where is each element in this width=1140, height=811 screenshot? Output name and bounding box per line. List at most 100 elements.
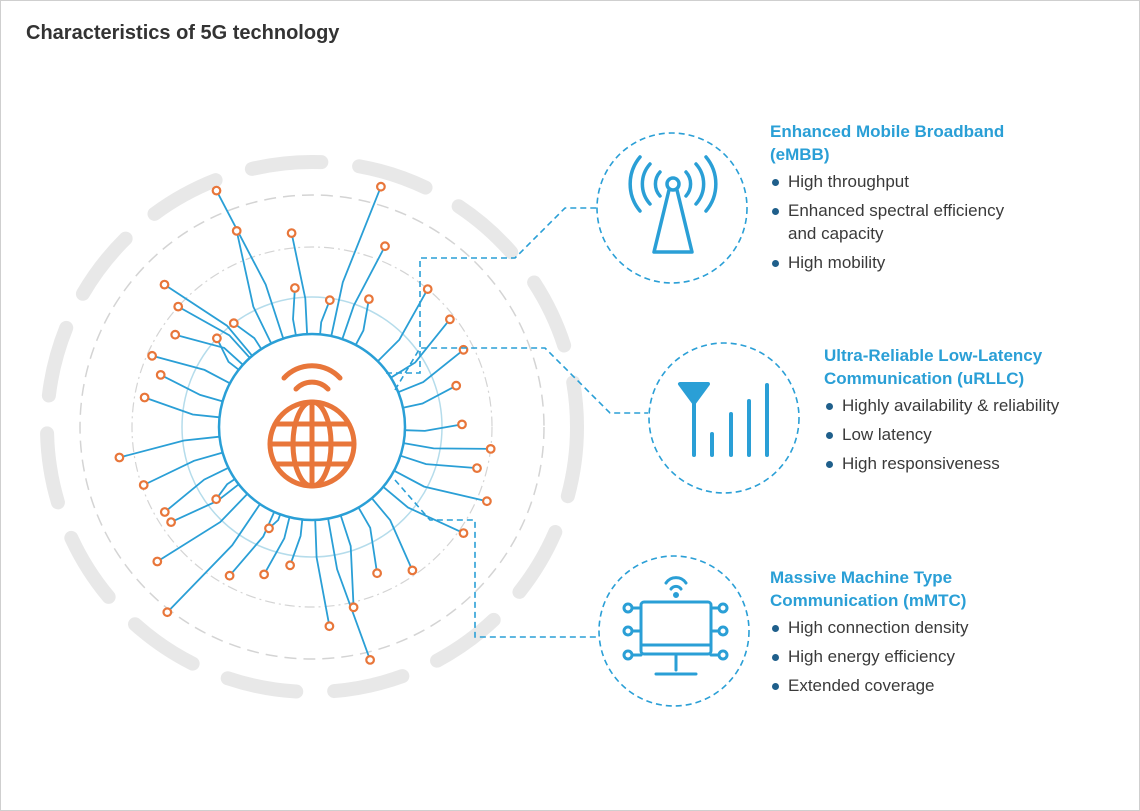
wifi-arc-inner <box>293 379 331 392</box>
mmtc-circle <box>598 555 750 707</box>
feature-item: High throughput <box>770 170 1010 193</box>
circuit-trace <box>314 519 331 627</box>
circuit-node <box>290 283 300 293</box>
feature-mmtc: Massive Machine Type Communication (mMTC… <box>770 566 1030 703</box>
circuit-trace <box>319 299 331 335</box>
circuit-trace <box>397 349 465 394</box>
circuit-trace <box>174 333 244 366</box>
feature-item: Highly availability & reliability <box>824 394 1124 417</box>
circuit-trace <box>341 245 386 340</box>
circuit-node <box>152 556 163 567</box>
circuit-node <box>348 602 359 613</box>
urllc-circle <box>648 342 800 494</box>
circuit-node <box>147 350 158 361</box>
circuit-trace <box>327 518 371 661</box>
circuit-trace <box>151 354 231 385</box>
feature-list: High throughput Enhanced spectral effici… <box>770 170 1010 274</box>
circuit-trace <box>289 519 304 566</box>
connector-embb <box>386 207 597 374</box>
connector-mmtc <box>394 479 597 638</box>
circuit-node <box>407 565 418 576</box>
feature-list: High connection density High energy effi… <box>770 616 1030 697</box>
feature-list: Highly availability & reliability Low la… <box>824 394 1124 475</box>
circuit-trace <box>215 190 285 339</box>
circuit-trace <box>156 493 249 563</box>
circuit-node <box>139 392 150 403</box>
circuit-node <box>159 507 170 517</box>
circuit-node <box>138 480 149 490</box>
circuit-node <box>364 294 374 305</box>
feature-item: High connection density <box>770 616 1030 639</box>
circuit-node <box>114 452 125 463</box>
circuit-trace <box>382 486 464 534</box>
circuit-trace <box>354 298 370 346</box>
circuit-node <box>166 517 177 527</box>
circuit-node <box>159 279 170 290</box>
circuit-node <box>422 284 433 295</box>
circuit-node <box>173 301 184 312</box>
circuit-trace <box>177 305 251 359</box>
circuit-node <box>231 225 242 236</box>
circuit-traces <box>119 186 491 661</box>
outer-ring <box>40 155 584 699</box>
connector-lines <box>386 207 648 638</box>
feature-item: Enhanced spectral efficiency and capacit… <box>770 199 1010 245</box>
circuit-node <box>155 370 166 380</box>
middle-ring <box>79 194 545 660</box>
circuit-node <box>458 344 469 355</box>
feature-title: Massive Machine Type Communication (mMTC… <box>770 568 967 610</box>
circuit-node <box>365 655 376 665</box>
circuit-trace <box>170 483 240 523</box>
circuit-trace <box>404 423 463 432</box>
feature-item: Low latency <box>824 423 1124 446</box>
circuit-trace <box>235 230 273 344</box>
circuit-trace <box>371 497 414 571</box>
feature-title: Enhanced Mobile Broadband (eMBB) <box>770 122 1005 164</box>
circuit-node <box>457 419 467 430</box>
circuit-trace <box>330 186 382 337</box>
circuit-trace <box>377 288 429 362</box>
circuit-node <box>211 333 222 344</box>
circuit-trace <box>143 451 223 486</box>
circuit-trace <box>164 466 229 513</box>
circuit-trace <box>164 283 253 357</box>
circuit-node <box>485 444 496 454</box>
circuit-trace <box>292 287 297 336</box>
circuit-node <box>376 181 386 192</box>
circuit-node <box>372 568 383 579</box>
circuit-trace <box>263 516 291 575</box>
embb-circle <box>596 132 748 284</box>
circuit-trace <box>403 442 491 450</box>
circuit-trace <box>339 515 355 608</box>
circuit-node <box>451 380 462 391</box>
circuit-trace <box>215 478 236 500</box>
circuit-node <box>259 569 270 580</box>
circuit-node <box>445 314 455 325</box>
circuit-trace <box>402 384 457 409</box>
circuit-node <box>458 528 469 538</box>
circuit-trace <box>166 503 261 613</box>
feature-embb: Enhanced Mobile Broadband (eMBB) High th… <box>770 120 1010 280</box>
circuit-trace <box>228 511 276 577</box>
circuit-node <box>224 570 235 581</box>
inner-dotted-ring <box>131 246 493 608</box>
wifi-arc-outer <box>281 363 343 381</box>
feature-item: High responsiveness <box>824 452 1124 475</box>
feature-item: High energy efficiency <box>770 645 1030 668</box>
circuit-node <box>211 494 222 505</box>
globe-wifi-icon <box>267 363 357 489</box>
circuit-node <box>162 607 173 618</box>
circuit-node <box>264 523 274 534</box>
circuit-node <box>472 463 482 474</box>
feature-circles <box>596 132 800 707</box>
circuit-node <box>228 318 239 329</box>
circuit-node <box>170 329 181 340</box>
connected-monitor-icon <box>622 576 729 676</box>
circuit-node <box>211 185 222 196</box>
feature-item: Extended coverage <box>770 674 1030 697</box>
circuit-node <box>324 621 335 632</box>
feature-item: High mobility <box>770 251 1010 274</box>
feature-urllc: Ultra-Reliable Low-Latency Communication… <box>824 344 1124 481</box>
circuit-node <box>286 228 297 239</box>
